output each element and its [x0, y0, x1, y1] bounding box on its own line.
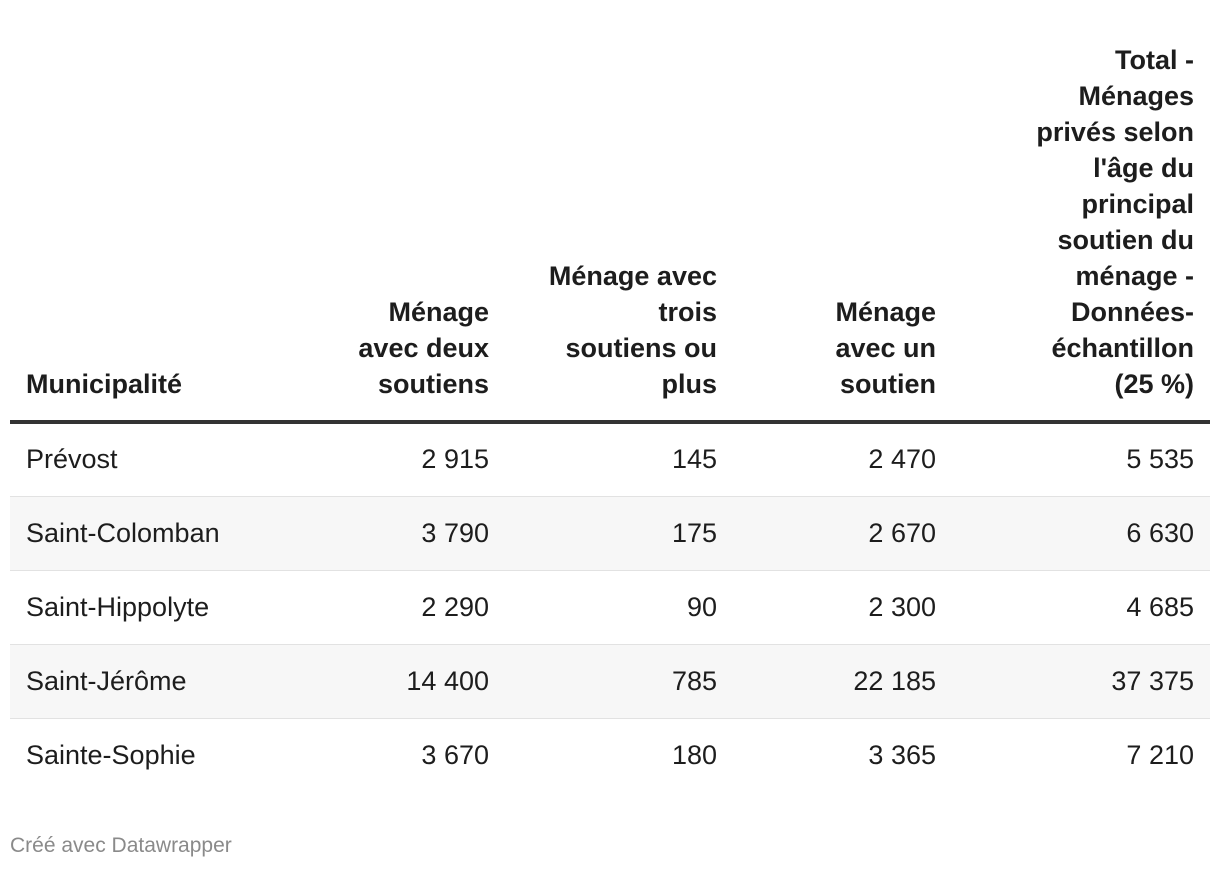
- table-body: Prévost 2 915 145 2 470 5 535 Saint-Colo…: [10, 422, 1210, 792]
- cell-municipalite: Saint-Jérôme: [10, 644, 310, 719]
- column-header-trois-soutiens[interactable]: Ménage avec trois soutiens ou plus: [489, 0, 717, 424]
- column-header-municipalite[interactable]: Municipalité: [10, 0, 310, 424]
- cell-un-soutien: 2 300: [717, 570, 936, 645]
- cell-trois-soutiens: 785: [489, 644, 717, 719]
- cell-total: 37 375: [936, 644, 1210, 719]
- cell-un-soutien: 2 470: [717, 422, 936, 497]
- column-header-label: Ménage avec un soutien: [835, 297, 936, 399]
- header-row: Municipalité Ménage avec deux soutiens M…: [10, 0, 1210, 424]
- cell-un-soutien: 3 365: [868, 739, 936, 770]
- cell-un-soutien: 22 185: [717, 644, 936, 719]
- cell-municipalite: Saint-Colomban: [10, 496, 310, 571]
- column-header-label: Total - Ménages privés selon l'âge du pr…: [1036, 45, 1194, 399]
- column-header-label: Municipalité: [26, 369, 183, 399]
- cell-municipalite: Sainte-Sophie: [26, 739, 196, 770]
- data-table: Municipalité Ménage avec deux soutiens M…: [10, 0, 1210, 792]
- cell-municipalite: Saint-Hippolyte: [10, 570, 310, 645]
- cell-un-soutien: 2 670: [717, 496, 936, 571]
- cell-trois-soutiens: 90: [489, 570, 717, 645]
- column-header-total[interactable]: Total - Ménages privés selon l'âge du pr…: [936, 0, 1210, 424]
- column-header-label: Ménage avec deux soutiens: [358, 297, 489, 399]
- table-header: Municipalité Ménage avec deux soutiens M…: [10, 0, 1210, 424]
- cell-total: 6 630: [936, 496, 1210, 571]
- cell-deux-soutiens: 3 670: [421, 739, 489, 770]
- cell-trois-soutiens: 175: [489, 496, 717, 571]
- cell-total: 4 685: [936, 570, 1210, 645]
- cell-municipalite: Prévost: [10, 422, 310, 497]
- column-header-label: Ménage avec trois soutiens ou plus: [548, 261, 717, 399]
- table-row: Prévost 2 915 145 2 470 5 535: [10, 422, 1210, 497]
- data-table-container: Municipalité Ménage avec deux soutiens M…: [10, 0, 1210, 792]
- cell-deux-soutiens: 14 400: [310, 644, 489, 719]
- cell-deux-soutiens: 2 915: [310, 422, 489, 497]
- cell-deux-soutiens: 3 790: [310, 496, 489, 571]
- cell-total: 5 535: [936, 422, 1210, 497]
- cell-trois-soutiens: 145: [489, 422, 717, 497]
- cell-total: 7 210: [1126, 739, 1194, 770]
- column-header-deux-soutiens[interactable]: Ménage avec deux soutiens: [310, 0, 489, 424]
- table-row: Sainte-Sophie 3 670 180 3 365 7 210: [10, 718, 1210, 792]
- column-header-un-soutien[interactable]: Ménage avec un soutien: [717, 0, 936, 424]
- table-row: Saint-Hippolyte 2 290 90 2 300 4 685: [10, 570, 1210, 645]
- cell-deux-soutiens: 2 290: [310, 570, 489, 645]
- cell-trois-soutiens: 180: [671, 739, 717, 770]
- table-row: Saint-Colomban 3 790 175 2 670 6 630: [10, 496, 1210, 571]
- footer-credit[interactable]: Créé avec Datawrapper: [10, 834, 232, 857]
- table-row: Saint-Jérôme 14 400 785 22 185 37 375: [10, 644, 1210, 719]
